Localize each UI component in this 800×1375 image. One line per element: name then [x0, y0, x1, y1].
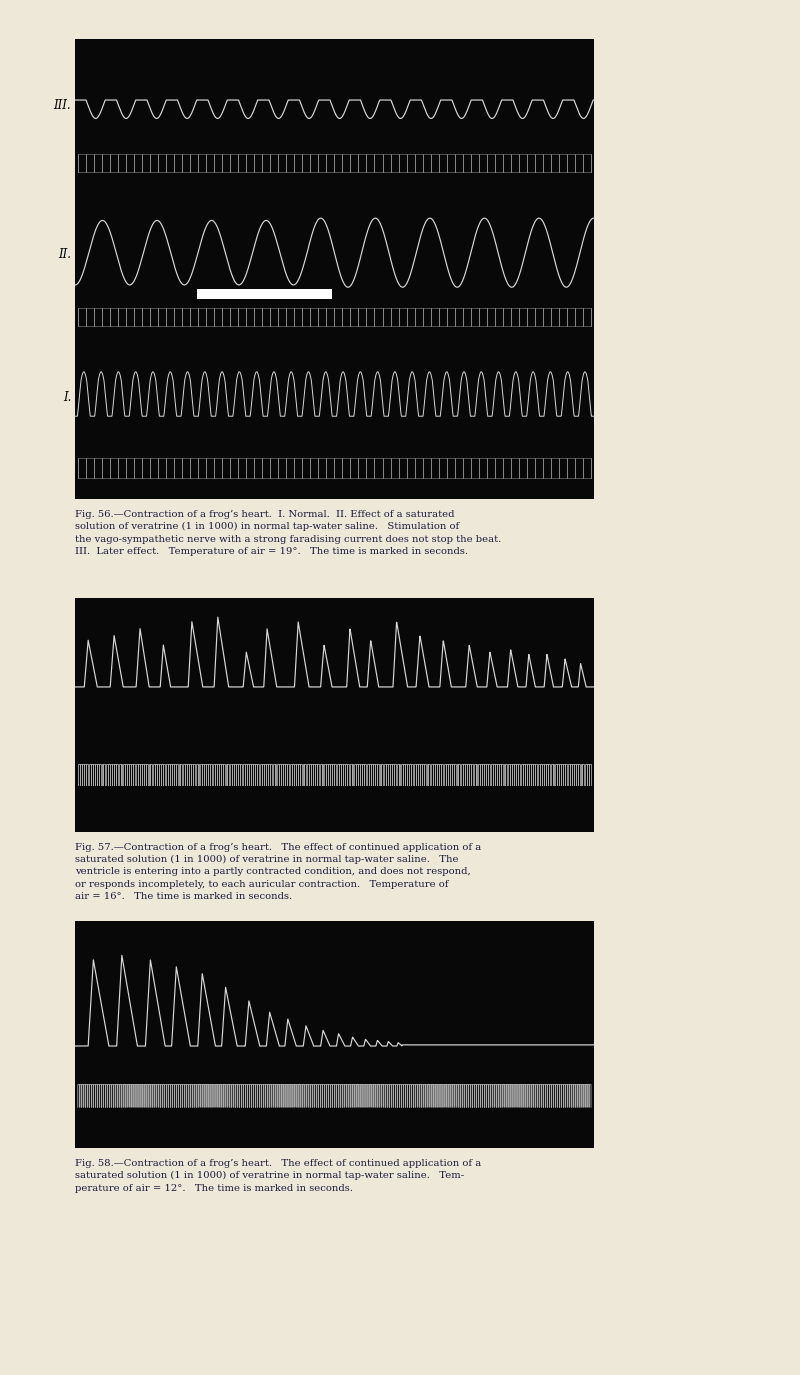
- Text: Fig. 58.—Contraction of a frog’s heart.   The effect of continued application of: Fig. 58.—Contraction of a frog’s heart. …: [75, 1159, 482, 1192]
- Bar: [197, 289, 332, 298]
- Text: II.: II.: [58, 249, 71, 261]
- Text: I.: I.: [63, 392, 71, 404]
- Text: III.: III.: [54, 99, 71, 111]
- Text: Fig. 57.—Contraction of a frog’s heart.   The effect of continued application of: Fig. 57.—Contraction of a frog’s heart. …: [75, 843, 482, 901]
- Text: Fig. 56.—Contraction of a frog’s heart.  I. Normal.  II. Effect of a saturated
s: Fig. 56.—Contraction of a frog’s heart. …: [75, 510, 502, 556]
